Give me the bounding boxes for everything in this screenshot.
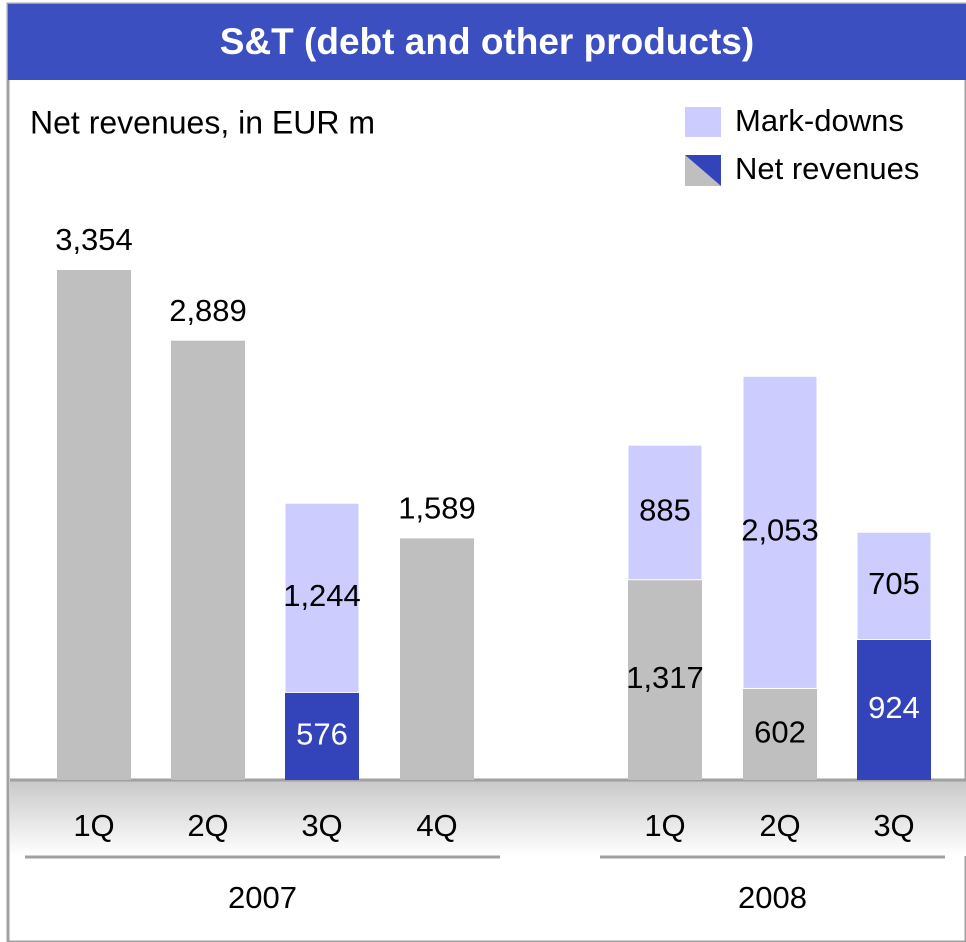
data-label: 1,317 <box>626 660 704 695</box>
chart-title: S&T (debt and other products) <box>220 21 754 62</box>
x-tick-label: 3Q <box>301 808 342 843</box>
bar-mark-downs <box>742 375 818 689</box>
legend-label: Mark-downs <box>735 103 904 138</box>
header-band <box>8 4 966 80</box>
subtitle: Net revenues, in EUR m <box>30 104 375 140</box>
data-label: 3,354 <box>55 222 133 257</box>
data-label: 924 <box>868 690 920 725</box>
bar-net-revenues <box>171 340 245 780</box>
group-label: 2007 <box>228 880 297 915</box>
bar-net-revenues <box>285 692 359 780</box>
legend-swatch <box>685 107 721 137</box>
x-tick-label: 1Q <box>644 808 685 843</box>
x-tick-label: 2Q <box>187 808 228 843</box>
x-tick-label: 2Q <box>759 808 800 843</box>
data-label: 2,889 <box>169 293 247 328</box>
bar-mark-downs <box>856 531 932 640</box>
data-label: 602 <box>754 714 806 749</box>
data-label: 1,589 <box>398 491 476 526</box>
bar-mark-downs <box>627 444 703 581</box>
x-tick-label: 3Q <box>873 808 914 843</box>
data-label: 1,244 <box>283 578 361 613</box>
bar-mark-downs <box>284 502 360 693</box>
x-tick-label: 4Q <box>416 808 457 843</box>
data-label: 576 <box>296 716 348 751</box>
data-label: 705 <box>868 566 920 601</box>
bar-net-revenues <box>400 538 474 780</box>
bar-net-revenues <box>57 270 131 780</box>
bar-net-revenues <box>743 688 817 780</box>
x-tick-label: 1Q <box>73 808 114 843</box>
axis-band <box>10 780 966 856</box>
data-label: 885 <box>639 493 691 528</box>
bar-net-revenues <box>628 579 702 780</box>
data-label: 2,053 <box>741 513 819 548</box>
legend-label: Net revenues <box>735 151 919 186</box>
bar-net-revenues <box>857 639 931 780</box>
legend-swatch <box>685 155 721 186</box>
group-label: 2008 <box>738 880 807 915</box>
